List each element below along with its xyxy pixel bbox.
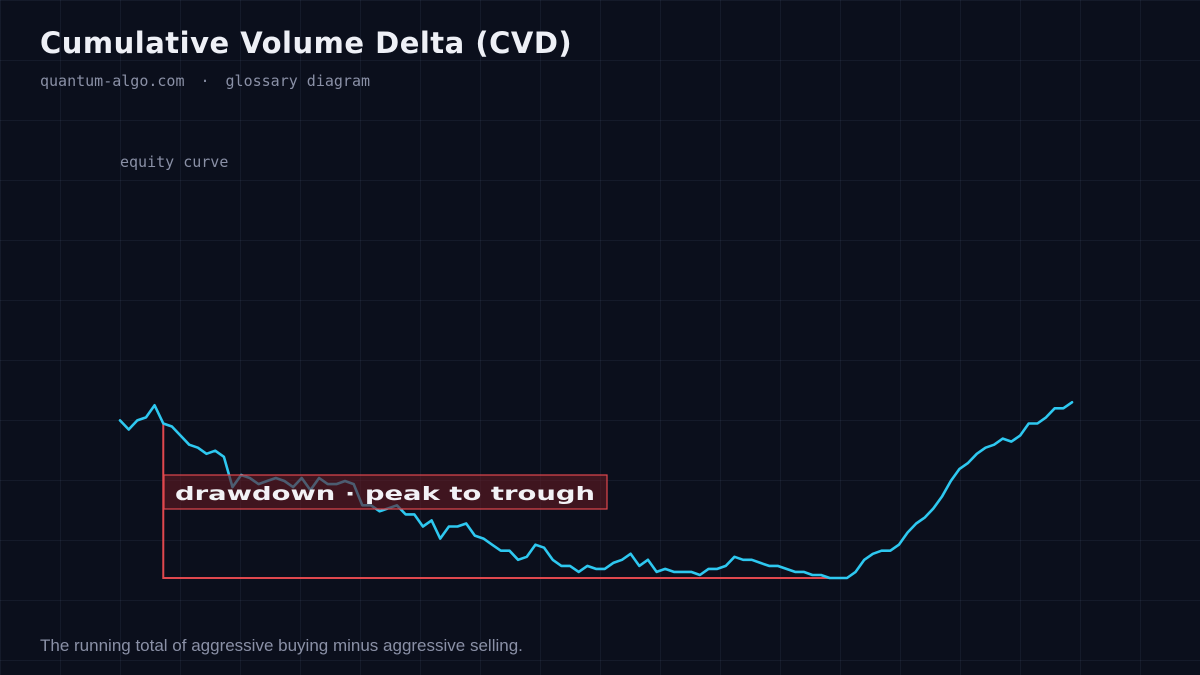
drawdown-annotation: drawdown · peak to trough	[163, 474, 608, 510]
diagram-caption: The running total of aggressive buying m…	[40, 636, 523, 655]
drawdown-bracket	[162, 423, 847, 579]
page-title: Cumulative Volume Delta (CVD)	[40, 26, 573, 60]
page-subtitle: quantum-algo.com · glossary diagram	[40, 72, 370, 90]
drawdown-label-box	[163, 474, 608, 510]
drawdown-label: drawdown · peak to trough	[175, 483, 595, 505]
site-name: quantum-algo.com	[40, 72, 185, 90]
series-label: equity curve	[120, 153, 228, 171]
subtitle-separator: ·	[200, 72, 210, 90]
diagram-kind: glossary diagram	[225, 72, 371, 90]
